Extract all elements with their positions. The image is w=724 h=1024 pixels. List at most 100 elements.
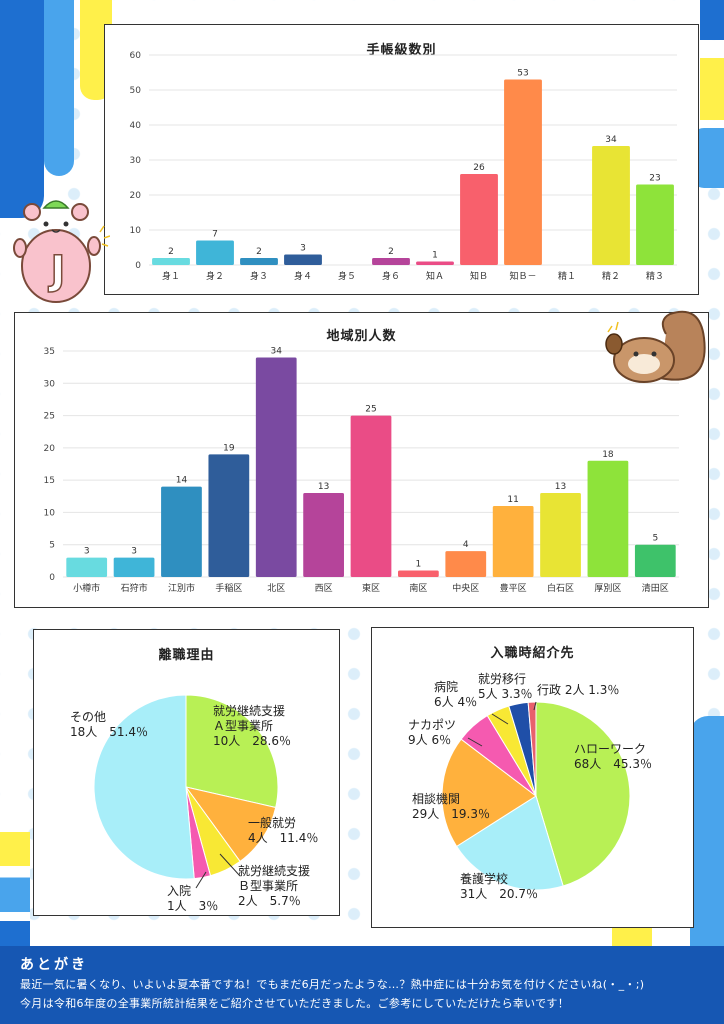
afterword-line-1: 最近一気に暑くなり、いよいよ夏本番ですね！でもまだ6月だったような…？熱中症には…: [20, 978, 645, 991]
pie-label-hellowork: ハローワーク 68人 45.3％: [574, 742, 652, 771]
bar: [460, 174, 498, 265]
x-tick-label: 西区: [315, 583, 333, 594]
bar-value-label: 3: [131, 547, 137, 557]
bar-value-label: 18: [602, 450, 614, 460]
pie-panel-referral: 入職時紹介先 ハローワーク 68人 45.3％ 養護学校 31人 20.7％ 相…: [371, 627, 694, 928]
x-tick-label: 白石区: [547, 582, 574, 594]
bar-value-label: 13: [555, 482, 566, 492]
bar-value-label: 53: [517, 69, 528, 79]
bar: [303, 493, 344, 577]
bar-value-label: 3: [300, 244, 306, 254]
bar-value-label: 5: [652, 534, 658, 544]
deco-right-yellow: [700, 58, 724, 120]
chart-panel-region: 地域別人数 0 5 10 15 20 25 30 35 3 小樽市 3 石狩市 14 江別市 19 手稲区 34…: [14, 312, 709, 608]
x-tick-label: 精３: [646, 270, 664, 282]
x-tick-label: 東区: [362, 582, 380, 594]
leader-line: [491, 713, 509, 725]
bar: [240, 258, 278, 265]
x-tick-label: 身３: [250, 270, 268, 282]
bar: [416, 261, 454, 265]
x-tick-label: 南区: [409, 582, 427, 594]
x-tick-label: 手稲区: [215, 582, 242, 594]
pie-label-hospital: 入院 1人 3％: [167, 884, 219, 913]
y-tick-label: 15: [44, 476, 55, 486]
chart-panel-grade: 手帳級数別 0 10 20 30 40 50 60 2 身１ 7 身２ 2 身３ 3 身４ 身５ 2 身６ 1 知Ａ 2…: [104, 24, 699, 295]
bar-value-label: 19: [223, 443, 235, 453]
leader-line: [219, 853, 241, 877]
bar-value-label: 11: [507, 495, 518, 505]
mascot-letter: J: [48, 248, 66, 294]
chart-title: 手帳級数別: [366, 43, 437, 58]
squirrel-mascot-illustration: [605, 310, 706, 383]
y-tick-label: 50: [130, 86, 142, 96]
bar: [161, 486, 202, 577]
y-tick-label: 30: [130, 156, 142, 166]
y-tick-label: 0: [49, 573, 55, 583]
x-tick-label: 身５: [338, 270, 356, 282]
pie-panel-leaving-reason: 離職理由 就労継続支援 Ａ型事業所 10人 28.6％ 一般就労 4人 11.4…: [33, 629, 340, 916]
bar: [255, 357, 297, 577]
y-tick-label: 35: [44, 347, 55, 357]
bar-value-label: 2: [388, 247, 394, 257]
x-tick-label: 中央区: [452, 582, 479, 594]
pie-label-general: 一般就労 4人 11.4％: [248, 816, 319, 845]
bar-value-label: 1: [416, 560, 422, 570]
pie-slice: [185, 694, 279, 809]
bar-value-label: 25: [365, 405, 376, 415]
deco-left-lightblue-bar: [44, 0, 74, 176]
bar: [208, 454, 250, 577]
bar: [504, 79, 542, 265]
x-tick-label: 清田区: [642, 582, 669, 594]
x-tick-label: 身４: [294, 270, 312, 282]
x-tick-label: 精２: [602, 270, 620, 282]
pie-label-government: 行政 2人 1.3％: [537, 683, 620, 697]
bar: [372, 258, 410, 265]
bar: [350, 415, 392, 577]
x-tick-label: 精１: [558, 270, 576, 282]
y-tick-label: 30: [44, 379, 56, 389]
y-tick-label: 5: [49, 541, 55, 551]
leader-line: [533, 701, 537, 711]
y-tick-label: 20: [44, 444, 56, 454]
x-tick-label: 身６: [382, 270, 400, 282]
y-tick-label: 10: [130, 226, 142, 236]
y-tick-label: 40: [130, 121, 142, 131]
y-tick-label: 25: [44, 412, 55, 422]
bar-chart-grade: 0 10 20 30 40 50 60 2 身１ 7 身２ 2 身３ 3 身４ 身５ 2 身６ 1 知Ａ 26 知Ｂ 53 知…: [130, 51, 677, 282]
x-tick-label: 江別市: [168, 582, 195, 594]
chart-title: 離職理由: [158, 648, 215, 663]
bar: [592, 146, 630, 265]
bar: [284, 254, 322, 265]
x-tick-label: 身２: [206, 270, 224, 282]
pie-slice: [184, 786, 277, 863]
pie-label-other: その他 18人 51.4％: [70, 710, 148, 739]
pie-slice: [455, 795, 564, 891]
afterword-footer: あとがき 最近一気に暑くなり、いよいよ夏本番ですね！でもまだ6月だったような…？…: [0, 946, 724, 1024]
bar-value-label: 34: [605, 135, 617, 145]
bar: [540, 493, 581, 577]
x-tick-label: 身１: [162, 270, 180, 282]
leader-line: [467, 737, 483, 747]
pie-label-hospital: 病院 6人 4％: [434, 680, 478, 709]
pie-label-iko: 就労移行 5人 3.3％: [478, 672, 533, 701]
bar-value-label: 26: [473, 163, 485, 173]
bar-value-label: 34: [271, 346, 283, 356]
chart-title: 地域別人数: [326, 329, 397, 344]
pie-label-type-b: 就労継続支援 Ｂ型事業所 2人 5.7％: [238, 864, 311, 908]
afterword-line-2: 今月は令和6年度の全事業所統計結果をご紹介させていただきました。ご参考にしていた…: [20, 997, 570, 1010]
pie-slice: [535, 701, 631, 887]
x-tick-label: 厚別区: [594, 583, 621, 594]
bar: [398, 570, 439, 577]
bar: [634, 544, 676, 577]
y-tick-label: 60: [130, 51, 142, 61]
deco-left-blue-bar: [0, 0, 44, 218]
afterword-heading: あとがき: [20, 957, 88, 973]
x-tick-label: 知Ｂ－: [509, 270, 536, 282]
pie-slice: [93, 694, 195, 880]
pie-chart-leaving-reason: [93, 694, 279, 889]
bar: [152, 258, 190, 265]
pie-label-consult: 相談機関 29人 19.3％: [412, 792, 490, 821]
x-tick-label: 石狩市: [121, 582, 148, 594]
bar: [113, 557, 155, 577]
deco-right-bottom-blue: [690, 716, 724, 946]
